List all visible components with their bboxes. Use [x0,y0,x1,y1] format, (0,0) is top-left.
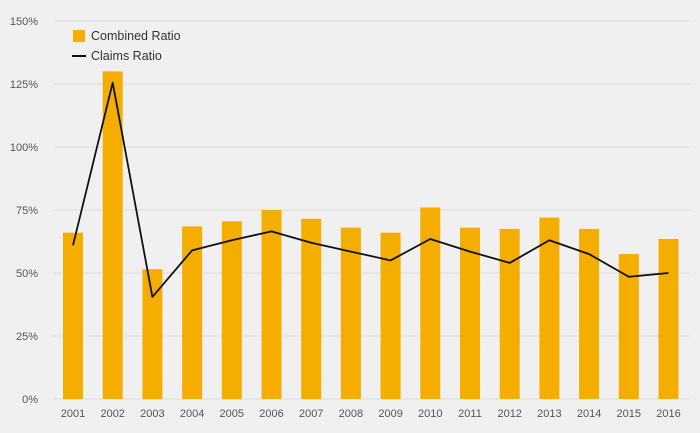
x-tick-label: 2002 [100,408,124,420]
bar-combined-ratio [301,218,322,399]
x-tick-label: 2005 [220,408,244,420]
x-tick-label: 2008 [339,408,363,420]
legend-label-combined-ratio: Combined Ratio [91,29,181,43]
claims-ratio-line [72,81,669,298]
x-tick-label: 2015 [617,408,641,420]
bar-combined-ratio [658,238,679,399]
bar-combined-ratio [142,269,163,399]
y-tick-label: 50% [16,268,38,280]
y-tick-label: 150% [10,16,38,28]
x-tick-label: 2014 [577,408,601,420]
x-tick-label: 2012 [497,408,521,420]
legend-label-claims-ratio: Claims Ratio [91,49,162,63]
combined-ratio-bars [63,71,679,400]
claims-ratio-line-group [72,81,669,298]
x-tick-label: 2011 [458,408,482,420]
bar-combined-ratio [63,232,83,399]
legend: Combined Ratio Claims Ratio [72,29,181,63]
x-tick-label: 2001 [61,408,85,420]
x-tick-label: 2003 [140,408,164,420]
y-tick-label: 75% [16,205,38,217]
bar-combined-ratio [221,221,242,399]
x-tick-label: 2013 [537,408,561,420]
y-tick-label: 100% [10,142,38,154]
x-tick-label: 2010 [418,408,442,420]
bar-combined-ratio [618,254,639,399]
x-tick-label: 2007 [299,408,323,420]
x-tick-label: 2006 [259,408,283,420]
bar-combined-ratio [579,228,600,399]
x-axis-tick-labels: 2001 2002 2003 2004 2005 2006 2007 2008 2009 2010… [61,408,681,420]
y-tick-label: 0% [22,394,38,406]
y-tick-label: 25% [16,331,38,343]
x-tick-label: 2016 [656,408,680,420]
x-tick-label: 2009 [378,408,402,420]
y-axis-tick-labels: 0% 25% 50% 75% 100% 125% 150% [10,16,38,406]
bar-combined-ratio [539,217,560,399]
bar-combined-ratio [261,210,282,399]
bar-combined-ratio [499,228,520,399]
bar-combined-ratio [102,71,123,400]
bar-combined-ratio [420,207,441,399]
bar-combined-ratio [182,226,203,399]
bar-combined-ratio [460,227,480,399]
bar-combined-ratio [340,227,361,399]
y-tick-label: 125% [10,79,38,91]
legend-swatch-combined-ratio [73,30,85,42]
bar-combined-ratio [380,232,401,399]
x-tick-label: 2004 [180,408,204,420]
